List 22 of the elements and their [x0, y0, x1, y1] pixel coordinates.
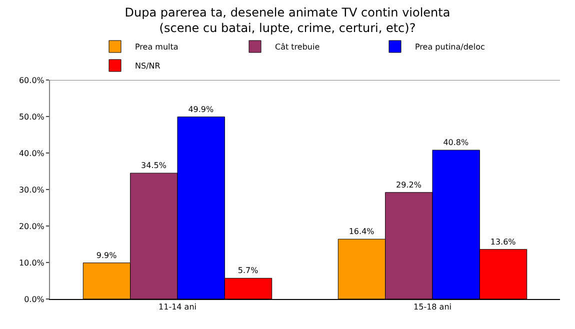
- y-tick-label: 20.0%: [18, 222, 45, 231]
- y-tick-label: 50.0%: [18, 112, 45, 122]
- legend-label: Cât trebuie: [275, 42, 320, 52]
- x-tick-label: 11-14 ani: [158, 302, 196, 312]
- y-tick-label: 30.0%: [18, 185, 45, 194]
- legend-label: Prea putina/deloc: [415, 42, 485, 52]
- x-tick-label: 15-18 ani: [414, 302, 452, 312]
- data-label: 16.4%: [348, 227, 375, 236]
- legend-label: NS/NR: [135, 62, 161, 71]
- y-tick-label: 0.0%: [24, 294, 45, 304]
- data-label: 34.5%: [141, 161, 167, 170]
- y-tick-label: 40.0%: [18, 148, 45, 158]
- data-label: 49.9%: [188, 104, 214, 114]
- data-label: 13.6%: [490, 237, 516, 246]
- chart-title: Dupa parerea ta, desenele animate TV contin violenta (scene cu batai, lupte, crime, certuri, etc)?: [124, 5, 450, 36]
- data-label: 40.8%: [443, 138, 469, 148]
- y-tick-label: 60.0%: [18, 76, 45, 85]
- data-label: 29.2%: [396, 180, 422, 190]
- data-label: 9.9%: [96, 250, 118, 260]
- data-label: 5.7%: [238, 266, 259, 276]
- y-tick-label: 10.0%: [18, 258, 45, 268]
- legend-label: Prea multa: [135, 42, 178, 52]
